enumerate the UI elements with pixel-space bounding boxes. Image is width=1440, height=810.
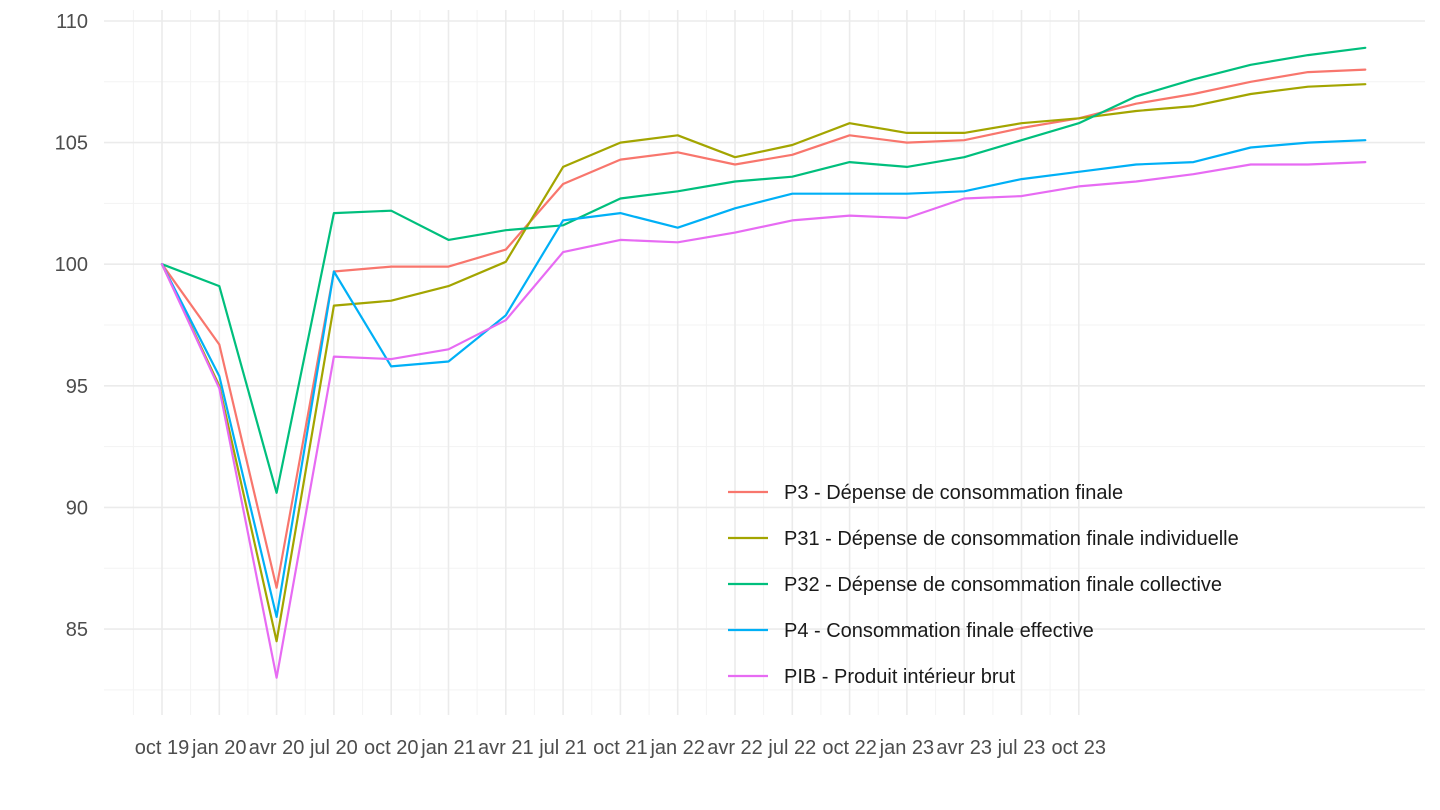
legend-label-2: P31 - Dépense de consommation finale ind… bbox=[784, 528, 1239, 550]
x-tick-label: jan 23 bbox=[879, 737, 935, 759]
series-line-3 bbox=[160, 46, 1367, 494]
legend-label-5: PIB - Produit intérieur brut bbox=[784, 666, 1016, 688]
x-tick-label: oct 19 bbox=[135, 737, 189, 759]
x-tick-label: avr 23 bbox=[936, 737, 992, 759]
x-tick-label: oct 23 bbox=[1052, 737, 1106, 759]
minor-gridlines bbox=[104, 10, 1425, 715]
x-tick-label: jan 20 bbox=[191, 737, 247, 759]
legend: P3 - Dépense de consommation finale P31 -… bbox=[728, 482, 1239, 688]
legend-label-1: P3 - Dépense de consommation finale bbox=[784, 482, 1123, 504]
legend-label-3: P32 - Dépense de consommation finale col… bbox=[784, 574, 1222, 596]
series-line-2 bbox=[160, 83, 1367, 643]
x-tick-label: jul 23 bbox=[997, 737, 1046, 759]
x-tick-label: avr 21 bbox=[478, 737, 534, 759]
y-tick-label: 100 bbox=[55, 254, 88, 276]
y-tick-label: 95 bbox=[66, 376, 88, 398]
x-tick-label: avr 22 bbox=[707, 737, 763, 759]
x-tick-label: oct 21 bbox=[593, 737, 647, 759]
y-tick-label: 105 bbox=[55, 133, 88, 155]
series-lines bbox=[160, 46, 1367, 679]
y-tick-label: 110 bbox=[56, 11, 88, 33]
major-gridlines bbox=[104, 10, 1425, 715]
x-tick-label: oct 20 bbox=[364, 737, 418, 759]
legend-label-4: P4 - Consommation finale effective bbox=[784, 620, 1094, 642]
x-tick-label: avr 20 bbox=[249, 737, 305, 759]
x-tick-label: jul 22 bbox=[767, 737, 816, 759]
x-tick-label: jul 21 bbox=[538, 737, 587, 759]
x-axis-tick-labels: oct 19 jan 20 avr 20 jul 20 oct 20 jan 21 avr … bbox=[135, 737, 1106, 759]
y-tick-label: 85 bbox=[66, 619, 88, 641]
x-tick-label: jul 20 bbox=[309, 737, 358, 759]
x-tick-label: oct 22 bbox=[822, 737, 876, 759]
x-tick-label: jan 22 bbox=[649, 737, 705, 759]
series-line-5 bbox=[160, 161, 1367, 679]
y-axis-tick-labels: 85 90 95 100 105 110 bbox=[55, 11, 88, 641]
series-line-4 bbox=[160, 139, 1367, 619]
y-tick-label: 90 bbox=[66, 497, 88, 519]
x-tick-label: jan 21 bbox=[420, 737, 476, 759]
series-line-1 bbox=[160, 68, 1367, 589]
